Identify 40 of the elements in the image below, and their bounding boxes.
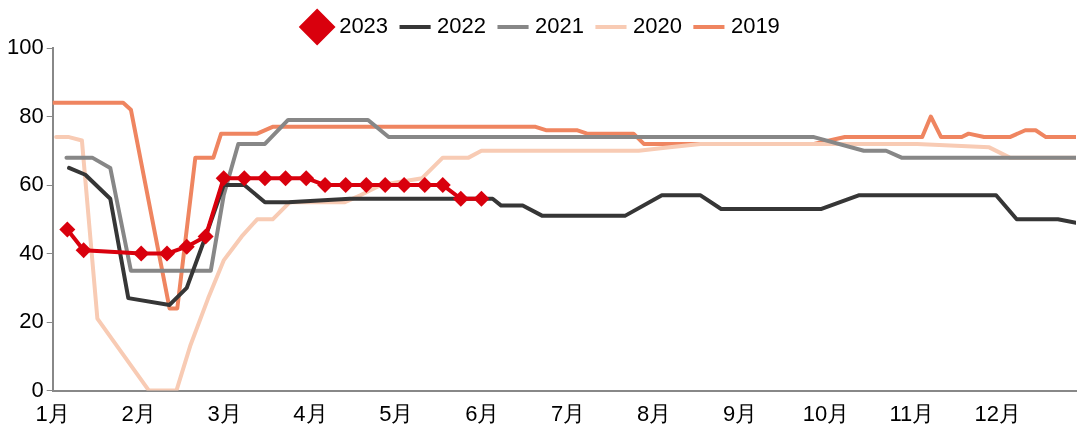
legend-label: 2023 — [339, 13, 389, 39]
point — [197, 228, 214, 245]
legend-label: 2020 — [632, 13, 682, 39]
point — [158, 245, 175, 262]
y-tick-label: 60 — [19, 171, 44, 197]
point — [236, 170, 253, 187]
y-tick-label: 100 — [6, 34, 44, 60]
y-tick-label: 20 — [19, 308, 44, 334]
point — [416, 177, 433, 194]
point — [452, 190, 469, 207]
y-tick-label: 80 — [19, 102, 44, 128]
point — [358, 177, 375, 194]
y-tick-label: 0 — [31, 376, 44, 402]
x-tick-label: 1月 — [35, 400, 70, 426]
x-tick-label: 8月 — [637, 400, 672, 426]
x-tick-label: 2月 — [121, 400, 156, 426]
point — [337, 177, 354, 194]
x-tick-label: 4月 — [293, 400, 328, 426]
legend-label: 2022 — [437, 13, 487, 39]
legend-label: 2019 — [730, 13, 780, 39]
y-tick-label: 40 — [19, 239, 44, 265]
x-tick-label: 9月 — [722, 400, 758, 426]
point — [434, 177, 451, 194]
point — [473, 190, 490, 207]
point — [277, 170, 294, 187]
x-tick-label: 10月 — [802, 400, 850, 426]
point — [178, 238, 195, 255]
point — [75, 242, 92, 259]
x-tick-label: 11月 — [889, 400, 935, 426]
point — [298, 170, 315, 187]
x-tick-label: 7月 — [551, 400, 586, 426]
x-tick-label: 12月 — [974, 400, 1022, 426]
x-tick-label: 6月 — [465, 400, 500, 426]
point — [215, 170, 232, 187]
point — [59, 221, 76, 238]
point — [256, 170, 273, 187]
point — [133, 245, 150, 262]
legend-label: 2021 — [535, 13, 584, 39]
x-tick-label: 3月 — [207, 400, 242, 426]
x-tick-label: 5月 — [379, 400, 414, 426]
